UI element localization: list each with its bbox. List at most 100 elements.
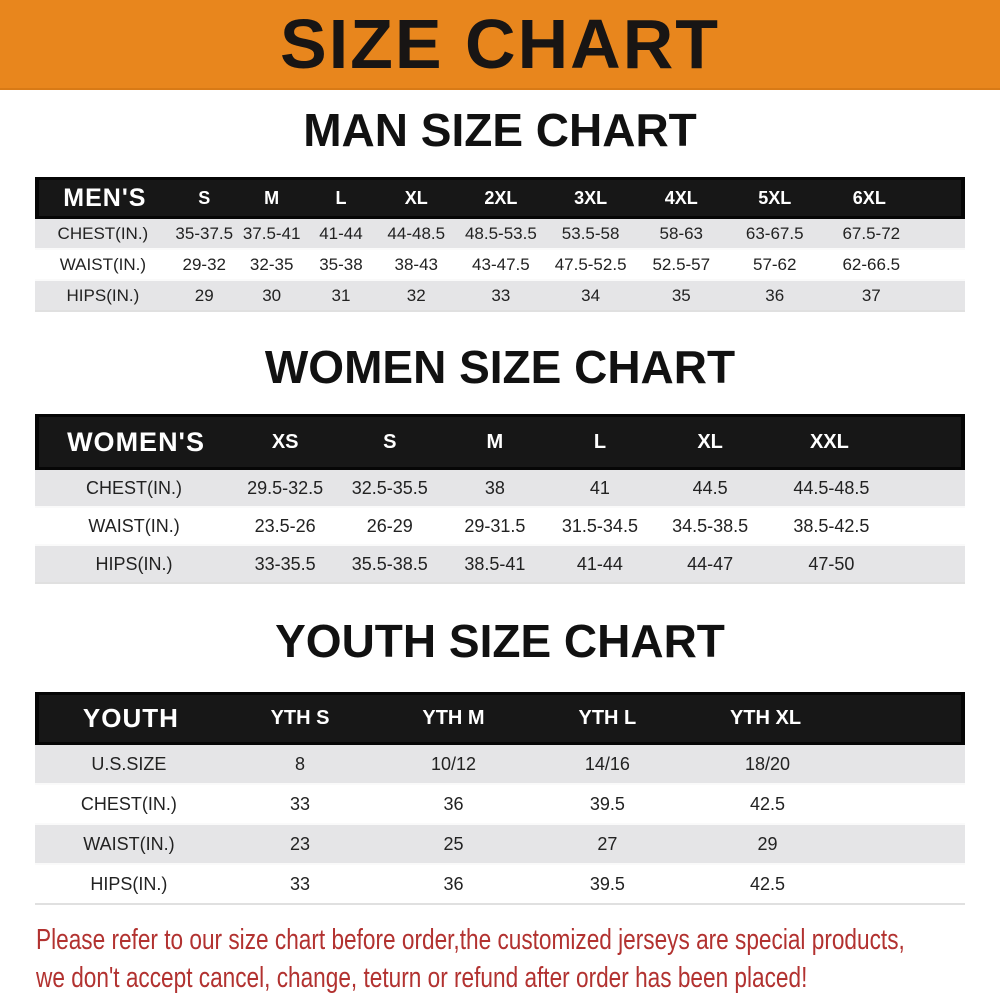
size-value-cell: 35-37.5 xyxy=(170,219,238,250)
youth-section-title: YOUTH SIZE CHART xyxy=(275,615,725,667)
size-value-cell: 29 xyxy=(170,281,238,312)
size-column-header: XS xyxy=(233,414,338,470)
women-size-chart-section: WOMEN SIZE CHART WOMEN'S XS S M L XL XXL CHEST(… xyxy=(0,342,1000,584)
table-header-row: WOMEN'S XS S M L XL XXL xyxy=(35,414,965,470)
table-row: WAIST(IN.) 23 25 27 29 xyxy=(35,825,965,865)
size-value-cell: 33-35.5 xyxy=(233,546,338,584)
table-row: HIPS(IN.) 29 30 31 32 33 34 35 36 37 xyxy=(35,281,965,312)
size-value-cell: 38-43 xyxy=(376,250,457,281)
size-value-cell: 33 xyxy=(222,785,378,825)
row-label: WAIST(IN.) xyxy=(35,508,234,546)
youth-size-table: YOUTH YTH S YTH M YTH L YTH XL U.S.SIZE 8 10/12… xyxy=(35,692,965,905)
size-value-cell: 42.5 xyxy=(685,865,965,905)
size-value-cell: 23.5-26 xyxy=(233,508,338,546)
size-value-cell: 41 xyxy=(547,470,653,508)
size-value-cell: 36 xyxy=(377,785,530,825)
size-column-header: S xyxy=(337,414,443,470)
size-value-cell: 8 xyxy=(222,745,378,785)
size-value-cell: 34 xyxy=(545,281,636,312)
size-value-cell: 32-35 xyxy=(237,250,306,281)
size-column-header: YTH XL xyxy=(685,692,965,745)
size-column-header: XL xyxy=(376,177,457,219)
row-label: CHEST(IN.) xyxy=(35,219,171,250)
size-column-header: YTH S xyxy=(222,692,378,745)
size-column-header: 2XL xyxy=(456,177,546,219)
table-row: CHEST(IN.) 35-37.5 37.5-41 41-44 44-48.5 48.5… xyxy=(35,219,965,250)
size-value-cell: 29 xyxy=(685,825,965,865)
size-value-cell: 36 xyxy=(377,865,530,905)
row-label: HIPS(IN.) xyxy=(35,546,234,584)
row-label: CHEST(IN.) xyxy=(35,785,223,825)
size-value-cell: 32.5-35.5 xyxy=(337,470,443,508)
size-value-cell: 29-31.5 xyxy=(442,508,548,546)
size-column-header: M xyxy=(237,177,306,219)
size-value-cell: 58-63 xyxy=(635,219,727,250)
size-value-cell: 41-44 xyxy=(547,546,653,584)
youth-size-chart-section: YOUTH SIZE CHART YOUTH YTH S YTH M YTH L YTH… xyxy=(0,616,1000,905)
size-column-header: YTH L xyxy=(529,692,686,745)
size-value-cell: 34.5-38.5 xyxy=(652,508,768,546)
men-size-table: MEN'S S M L XL 2XL 3XL 4XL 5XL 6XL CHEST(IN.) 35-37… xyxy=(35,177,965,312)
size-value-cell: 26-29 xyxy=(337,508,443,546)
size-charts: MAN SIZE CHART MEN'S S M L XL 2XL 3XL 4XL 5XL 6XL… xyxy=(0,105,1000,905)
table-row: U.S.SIZE 8 10/12 14/16 18/20 xyxy=(35,745,965,785)
size-value-cell: 42.5 xyxy=(685,785,965,825)
table-row: CHEST(IN.) 33 36 39.5 42.5 xyxy=(35,785,965,825)
size-value-cell: 44.5-48.5 xyxy=(767,470,965,508)
size-column-header: 5XL xyxy=(726,177,823,219)
size-value-cell: 35-38 xyxy=(305,250,377,281)
size-value-cell: 38 xyxy=(442,470,548,508)
size-column-header: L xyxy=(305,177,377,219)
row-label: HIPS(IN.) xyxy=(35,281,171,312)
table-row: HIPS(IN.) 33 36 39.5 42.5 xyxy=(35,865,965,905)
table-header-row: MEN'S S M L XL 2XL 3XL 4XL 5XL 6XL xyxy=(35,177,965,219)
man-size-chart-section: MAN SIZE CHART MEN'S S M L XL 2XL 3XL 4XL 5XL 6XL… xyxy=(0,105,1000,312)
table-corner-label: WOMEN'S xyxy=(35,414,234,470)
size-value-cell: 14/16 xyxy=(529,745,686,785)
size-value-cell: 37 xyxy=(822,281,965,312)
size-column-header: S xyxy=(170,177,238,219)
row-label: CHEST(IN.) xyxy=(35,470,234,508)
size-column-header: 6XL xyxy=(822,177,965,219)
size-value-cell: 67.5-72 xyxy=(822,219,965,250)
size-column-header: XL xyxy=(652,414,768,470)
size-value-cell: 44.5 xyxy=(652,470,768,508)
size-value-cell: 38.5-42.5 xyxy=(767,508,965,546)
size-value-cell: 23 xyxy=(222,825,378,865)
size-column-header: 4XL xyxy=(635,177,727,219)
row-label: HIPS(IN.) xyxy=(35,865,223,905)
disclaimer: Please refer to our size chart before or… xyxy=(36,921,1000,997)
women-size-table: WOMEN'S XS S M L XL XXL CHEST(IN.) 29.5-32.5 32.5… xyxy=(35,414,965,584)
size-value-cell: 39.5 xyxy=(529,785,686,825)
man-section-title: MAN SIZE CHART xyxy=(303,104,697,156)
size-column-header: XXL xyxy=(767,414,965,470)
size-value-cell: 44-48.5 xyxy=(376,219,457,250)
women-section-title: WOMEN SIZE CHART xyxy=(264,341,736,393)
table-row: WAIST(IN.) 23.5-26 26-29 29-31.5 31.5-34.5 34… xyxy=(35,508,965,546)
size-value-cell: 32 xyxy=(376,281,457,312)
size-value-cell: 44-47 xyxy=(652,546,768,584)
size-column-header: L xyxy=(547,414,653,470)
disclaimer-line2: we don't accept cancel, change, teturn o… xyxy=(36,962,808,994)
row-label: WAIST(IN.) xyxy=(35,250,171,281)
size-value-cell: 31 xyxy=(305,281,377,312)
banner: SIZE CHART xyxy=(0,0,1000,90)
size-value-cell: 52.5-57 xyxy=(635,250,727,281)
size-value-cell: 31.5-34.5 xyxy=(547,508,653,546)
size-value-cell: 47.5-52.5 xyxy=(545,250,636,281)
table-row: CHEST(IN.) 29.5-32.5 32.5-35.5 38 41 44.5 44.5… xyxy=(35,470,965,508)
table-corner-label: MEN'S xyxy=(35,177,171,219)
size-value-cell: 43-47.5 xyxy=(456,250,546,281)
size-value-cell: 37.5-41 xyxy=(237,219,306,250)
size-value-cell: 35 xyxy=(635,281,727,312)
size-value-cell: 35.5-38.5 xyxy=(337,546,443,584)
size-column-header: YTH M xyxy=(377,692,530,745)
size-column-header: 3XL xyxy=(545,177,636,219)
size-value-cell: 53.5-58 xyxy=(545,219,636,250)
row-label: WAIST(IN.) xyxy=(35,825,223,865)
size-value-cell: 38.5-41 xyxy=(442,546,548,584)
size-value-cell: 39.5 xyxy=(529,865,686,905)
table-header-row: YOUTH YTH S YTH M YTH L YTH XL xyxy=(35,692,965,745)
size-value-cell: 47-50 xyxy=(767,546,965,584)
